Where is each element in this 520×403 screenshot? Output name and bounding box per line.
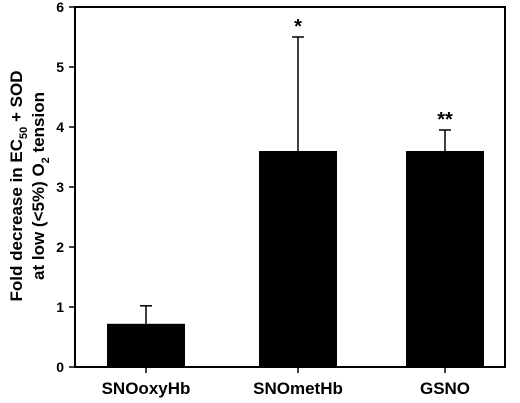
bar xyxy=(107,323,185,367)
y-axis-label: Fold decrease in EC50 + SOD at low (<5%)… xyxy=(7,71,52,302)
bars: *** xyxy=(107,16,484,367)
y-axis-label-line1-subscript: 50 xyxy=(18,127,30,139)
bar xyxy=(259,151,337,367)
y-axis-label-line1-main: Fold decrease in EC xyxy=(7,139,26,302)
x-tick-label: SNOmetHb xyxy=(253,379,343,398)
y-axis-label-line2-main: at low (<5%) O xyxy=(29,163,48,280)
y-tick-label: 4 xyxy=(56,119,64,135)
y-tick-label: 3 xyxy=(56,179,64,195)
y-tick-label: 6 xyxy=(56,0,64,15)
x-tick-label: GSNO xyxy=(420,379,470,398)
y-tick-label: 5 xyxy=(56,59,64,75)
y-tick-label: 0 xyxy=(56,359,64,375)
y-tick-label: 1 xyxy=(56,299,64,315)
y-axis-label-line2-subscript: 2 xyxy=(40,157,52,163)
y-axis-label-line2: at low (<5%) O2 tension xyxy=(29,92,52,280)
significance-label: * xyxy=(294,16,302,38)
significance-label: ** xyxy=(437,109,453,131)
y-axis-label-line1-tail: + SOD xyxy=(7,71,26,127)
x-tick-label: SNOoxyHb xyxy=(102,379,191,398)
bar xyxy=(406,151,484,367)
y-axis-label-line2-tail: tension xyxy=(29,92,48,157)
y-axis-label-line1: Fold decrease in EC50 + SOD xyxy=(7,71,30,302)
y-tick-label: 2 xyxy=(56,239,64,255)
